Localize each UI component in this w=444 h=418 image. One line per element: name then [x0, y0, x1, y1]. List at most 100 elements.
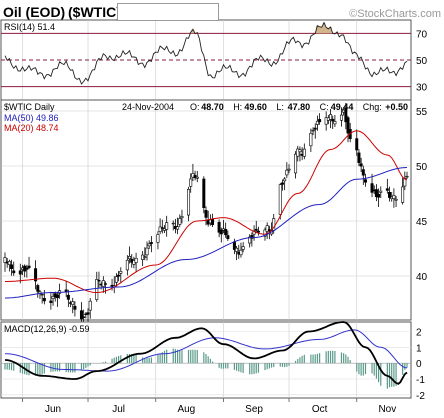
- candle-body: [119, 271, 123, 274]
- macd-signal-line: [5, 329, 408, 372]
- ohlc-key: Chg:: [363, 102, 382, 112]
- candle-body: [86, 312, 90, 315]
- candle-body: [315, 120, 319, 125]
- x-tick-label: Jun: [45, 404, 61, 415]
- price-symbol-label: $WTIC Daily: [4, 102, 55, 112]
- candle-body: [36, 285, 40, 292]
- candle-body: [51, 296, 55, 299]
- candle-body: [357, 152, 361, 163]
- candle-body: [18, 270, 22, 275]
- candle-body: [363, 179, 367, 183]
- candle-body: [178, 218, 182, 225]
- candle-body: [204, 210, 208, 218]
- candle-body: [329, 114, 333, 120]
- candle-body: [309, 132, 313, 147]
- candle-body: [256, 230, 260, 233]
- macd-tick-label: -1: [416, 375, 425, 386]
- candle-body: [34, 268, 38, 282]
- candle-body: [250, 235, 254, 239]
- candle-body: [7, 261, 11, 265]
- candle-body: [296, 148, 300, 157]
- rsi-tick-label: 70: [416, 29, 428, 40]
- macd-y-ticks: 2 1 0 -1 -2: [416, 328, 425, 402]
- candle-body: [265, 225, 269, 232]
- candle-body: [254, 228, 258, 231]
- candle-body: [180, 216, 184, 219]
- candle-body: [187, 189, 191, 216]
- ohlc-value: 48.70: [201, 102, 224, 112]
- candle-body: [401, 186, 405, 203]
- candle-body: [405, 175, 409, 178]
- candle-body: [66, 294, 70, 300]
- candle-body: [10, 264, 14, 269]
- ohlc-key: H:: [233, 102, 242, 112]
- ohlc-value: 49.60: [244, 102, 267, 112]
- price-y-ticks: 55 50 45 40: [416, 107, 428, 283]
- price-tick-label: 50: [416, 162, 428, 173]
- candle-body: [145, 247, 149, 256]
- candle-body: [195, 176, 199, 179]
- candle-body: [379, 190, 383, 193]
- candle-body: [333, 121, 337, 125]
- ohlc-value: +0.50: [385, 102, 408, 112]
- candle-body: [165, 222, 169, 230]
- candle-body: [147, 243, 151, 247]
- candle-body: [128, 256, 132, 260]
- candle-body: [392, 195, 396, 199]
- candle-body: [224, 228, 228, 236]
- rsi-tick-label: 30: [416, 83, 428, 94]
- ohlc-value: 49.44: [331, 102, 354, 112]
- macd-tick-label: 1: [416, 343, 422, 354]
- ohlc-readout: O: 48.70 H: 49.60 L: 47.80 C: 49.44 Chg: +0.50: [190, 102, 408, 112]
- rsi-line: [4, 21, 408, 85]
- candle-body: [318, 119, 322, 123]
- macd-tick-label: 0: [416, 359, 422, 370]
- x-tick-label: Sep: [245, 404, 263, 415]
- candle-body: [248, 236, 252, 244]
- candle-body: [239, 249, 243, 256]
- macd-line: [4, 321, 408, 385]
- candle-body: [267, 229, 271, 232]
- candle-body: [324, 117, 328, 125]
- symbol-input-box[interactable]: [117, 3, 219, 21]
- candle-body: [88, 300, 92, 311]
- x-axis-months: Jun Jul Aug Sep Oct Nov: [22, 398, 396, 415]
- candle-body: [42, 298, 46, 302]
- candle-body: [298, 149, 302, 153]
- candle-body: [344, 108, 348, 123]
- candle-body: [355, 138, 359, 151]
- candle-body: [97, 279, 101, 282]
- candle-body: [202, 178, 206, 208]
- candle-body: [302, 148, 306, 157]
- candle-body: [385, 188, 389, 191]
- candle-body: [211, 219, 215, 225]
- chart-title: Oil (EOD): [3, 4, 65, 20]
- candle-body: [226, 235, 230, 239]
- rsi-y-ticks: 70 50 30: [416, 29, 428, 93]
- candle-body: [176, 226, 180, 230]
- ma50-label: MA(50) 49.86: [4, 113, 59, 123]
- ohlc-value: 47.80: [288, 102, 311, 112]
- candle-body: [374, 189, 378, 198]
- candle-body: [189, 178, 193, 187]
- x-tick-label: Oct: [312, 404, 328, 415]
- candle-body: [117, 274, 121, 277]
- watermark: ©StockCharts.com: [349, 8, 441, 20]
- candle-body: [95, 279, 99, 300]
- candle-body: [359, 163, 363, 167]
- candle-body: [193, 175, 197, 179]
- candle-body: [171, 222, 175, 225]
- ma20-label: MA(20) 48.74: [4, 123, 59, 133]
- candle-body: [25, 267, 29, 270]
- price-tick-label: 45: [416, 217, 428, 228]
- candle-body: [3, 257, 7, 263]
- candle-body: [361, 169, 365, 176]
- macd-label: MACD(12,26,9) -0.59: [4, 324, 90, 334]
- chart-symbol: ($WTIC): [68, 4, 121, 20]
- candle-body: [104, 283, 108, 285]
- candle-body: [71, 301, 75, 305]
- candle-body: [12, 270, 16, 274]
- candle-body: [27, 265, 31, 268]
- candle-body: [278, 184, 282, 215]
